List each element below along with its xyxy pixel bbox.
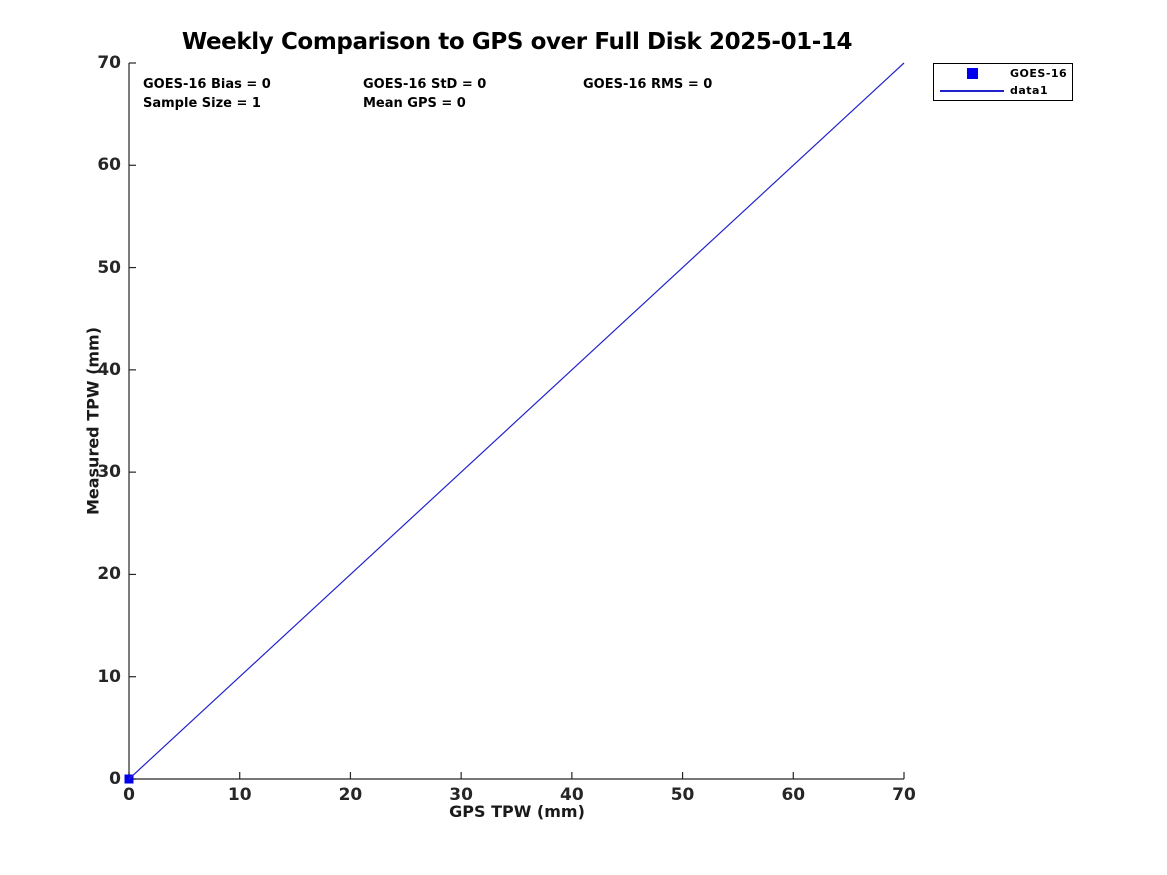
y-tick-label: 60 xyxy=(97,155,121,176)
legend-swatch-zone xyxy=(934,67,1010,79)
y-tick-label: 50 xyxy=(97,257,121,278)
x-tick-label: 50 xyxy=(670,785,695,805)
legend-label-goes16: GOES-16 xyxy=(1010,66,1068,80)
y-tick-label: 70 xyxy=(97,53,121,73)
annotation-std: GOES-16 StD = 0 xyxy=(363,77,487,92)
annotation-mean-gps: Mean GPS = 0 xyxy=(363,96,466,111)
annotation-sample-size: Sample Size = 1 xyxy=(143,96,261,111)
y-tick-label: 40 xyxy=(97,359,121,380)
data1-line xyxy=(128,62,905,780)
y-tick-label: 30 xyxy=(97,462,121,483)
x-tick-label: 0 xyxy=(123,785,135,805)
legend-square-marker-icon xyxy=(966,67,978,79)
x-tick-label: 40 xyxy=(560,785,584,805)
legend-swatch-zone xyxy=(934,89,1010,92)
x-tick-label: 70 xyxy=(892,785,916,805)
chart-title: Weekly Comparison to GPS over Full Disk … xyxy=(181,29,853,55)
x-tick-label: 20 xyxy=(338,785,363,805)
annotation-bias: GOES-16 Bias = 0 xyxy=(143,77,271,92)
legend-line-swatch-icon xyxy=(940,89,1004,92)
x-tick-label: 60 xyxy=(781,785,806,805)
x-tick-label: 10 xyxy=(227,785,252,805)
legend: GOES-16 data1 xyxy=(933,63,1073,101)
legend-label-data1: data1 xyxy=(1010,84,1049,98)
annotation-rms: GOES-16 RMS = 0 xyxy=(583,77,713,92)
x-axis-label: GPS TPW (mm) xyxy=(449,802,585,821)
x-tick-label: 30 xyxy=(449,785,473,805)
legend-entry-goes16: GOES-16 xyxy=(934,65,1072,82)
legend-entry-data1: data1 xyxy=(934,82,1072,99)
y-tick-label: 20 xyxy=(97,564,121,585)
y-tick-label: 10 xyxy=(97,666,121,687)
y-tick-label: 0 xyxy=(109,769,121,789)
